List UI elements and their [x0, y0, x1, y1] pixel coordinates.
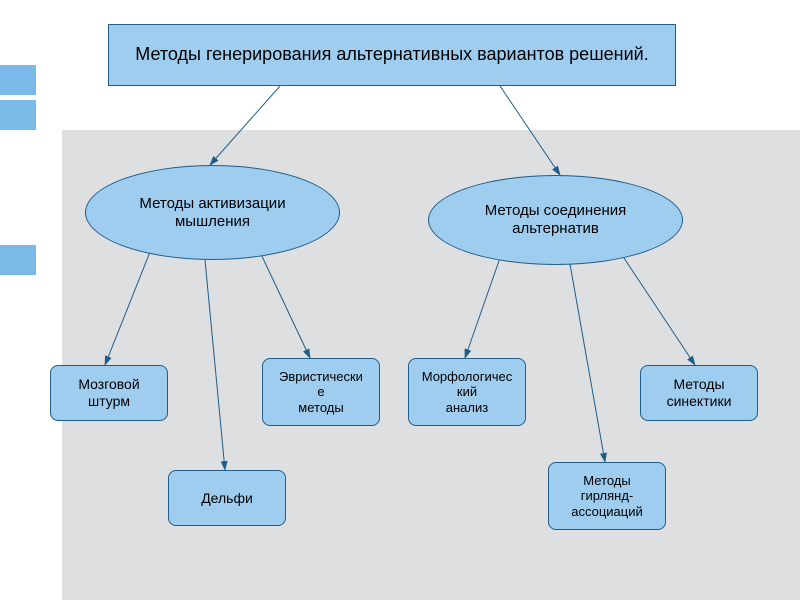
node-label: Методы генерирования альтернативных вари…	[135, 44, 648, 66]
node-label: Методы активизации мышления	[139, 195, 285, 231]
diagram-canvas: Методы генерирования альтернативных вари…	[0, 0, 800, 600]
node-branch_right: Методы соединения альтернатив	[428, 175, 683, 265]
node-leaf_brainstorm: Мозговой штурм	[50, 365, 168, 421]
node-leaf_garland: Методы гирлянд- ассоциаций	[548, 462, 666, 530]
node-branch_left: Методы активизации мышления	[85, 165, 340, 260]
node-leaf_delphi: Дельфи	[168, 470, 286, 526]
node-leaf_synectics: Методы синектики	[640, 365, 758, 421]
side-accent-block	[0, 65, 36, 95]
node-root: Методы генерирования альтернативных вари…	[108, 24, 676, 86]
node-label: Морфологичес кий анализ	[422, 369, 513, 416]
node-leaf_morph: Морфологичес кий анализ	[408, 358, 526, 426]
node-label: Эвристически е методы	[279, 369, 363, 416]
node-label: Мозговой штурм	[78, 376, 139, 410]
node-label: Дельфи	[201, 490, 253, 507]
node-label: Методы синектики	[667, 376, 732, 410]
side-accent-block	[0, 100, 36, 130]
node-label: Методы гирлянд- ассоциаций	[571, 473, 643, 520]
node-label: Методы соединения альтернатив	[485, 202, 627, 238]
side-accent-block	[0, 245, 36, 275]
node-leaf_heuristic: Эвристически е методы	[262, 358, 380, 426]
